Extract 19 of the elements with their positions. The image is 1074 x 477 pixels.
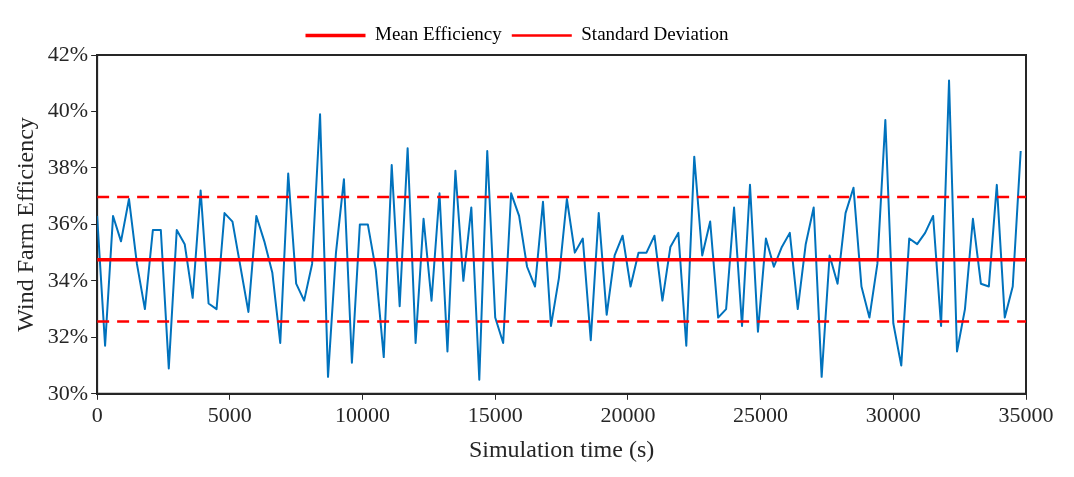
x-tick-label: 15000 — [467, 401, 523, 427]
y-tick-label: 36% — [47, 210, 89, 236]
y-tick-label: 32% — [47, 323, 89, 349]
x-tick-label: 35000 — [998, 401, 1054, 427]
legend-label: Standard Deviation — [581, 23, 729, 45]
y-axis-title: Wind Farm Efficiency — [11, 117, 38, 332]
y-tick-label: 38% — [47, 153, 89, 179]
y-tick-label: 40% — [47, 97, 89, 123]
x-tick-label: 10000 — [335, 401, 391, 427]
legend-label: Mean Efficiency — [375, 23, 503, 45]
x-tick-label: 30000 — [865, 401, 921, 427]
x-tick-label: 5000 — [207, 401, 252, 427]
x-tick-label: 25000 — [733, 401, 789, 427]
y-tick-label: 30% — [47, 379, 89, 405]
x-tick-label: 20000 — [600, 401, 656, 427]
y-tick-label: 42% — [47, 40, 89, 66]
y-tick-label: 34% — [47, 266, 89, 292]
x-axis-title: Simulation time (s) — [468, 435, 655, 462]
x-tick-label: 0 — [91, 401, 103, 427]
